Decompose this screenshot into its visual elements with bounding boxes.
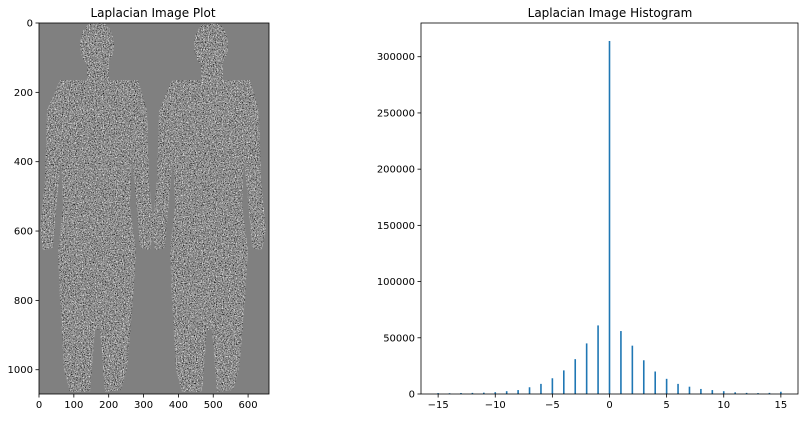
histogram-bar xyxy=(585,343,588,394)
histogram-bar xyxy=(757,393,759,394)
histogram-bar xyxy=(574,359,577,394)
histogram-bar xyxy=(483,392,485,394)
histogram-bars xyxy=(437,40,782,394)
histogram-y-ticks: 0 50000 100000 150000 200000 250000 300000 xyxy=(377,52,421,401)
histogram-bar xyxy=(665,378,668,394)
histogram-bar xyxy=(437,393,439,394)
image-title: Laplacian Image Plot xyxy=(90,6,215,20)
histogram-y-tick-label: 250000 xyxy=(377,108,415,119)
histogram-x-tick-label: 5 xyxy=(663,400,669,411)
image-y-tick-label: 1000 xyxy=(8,365,33,376)
histogram-bar xyxy=(528,387,531,394)
histogram-bar xyxy=(505,391,508,394)
histogram-bar xyxy=(745,392,748,394)
histogram-bar xyxy=(540,383,542,394)
histogram-bar xyxy=(494,392,497,394)
histogram-x-tick-label: 15 xyxy=(774,400,787,411)
histogram-bar xyxy=(734,392,736,394)
histogram-x-tick-label: 10 xyxy=(717,400,730,411)
histogram-bar xyxy=(551,378,554,394)
image-y-tick-label: 600 xyxy=(14,227,33,238)
histogram-x-tick-label: 0 xyxy=(606,400,612,411)
histogram-y-tick-label: 150000 xyxy=(377,221,415,232)
image-y-tick-label: 800 xyxy=(14,296,33,307)
image-x-tick-label: 400 xyxy=(169,400,188,411)
histogram-bar xyxy=(517,390,519,394)
image-x-tick-label: 500 xyxy=(204,400,223,411)
histogram-bar xyxy=(688,386,691,394)
histogram-bar xyxy=(654,371,656,394)
image-frame xyxy=(38,22,270,395)
histogram-bar xyxy=(722,391,725,394)
histogram-bar xyxy=(597,325,599,394)
histogram-x-tick-label: −15 xyxy=(428,400,449,411)
image-x-tick-label: 600 xyxy=(239,400,258,411)
histogram-x-tick-label: −5 xyxy=(545,400,560,411)
image-x-tick-label: 300 xyxy=(134,400,153,411)
image-y-ticks: 0 200 400 600 800 1000 xyxy=(8,19,39,376)
image-x-tick-label: 200 xyxy=(99,400,118,411)
histogram-y-tick-label: 100000 xyxy=(377,277,415,288)
histogram-y-tick-label: 0 xyxy=(409,390,415,401)
image-x-ticks: 0 100 200 300 400 500 600 xyxy=(36,394,258,411)
histogram-y-tick-label: 50000 xyxy=(383,333,415,344)
histogram-bar xyxy=(631,345,634,394)
histogram-bar xyxy=(711,390,714,394)
histogram-bar xyxy=(460,392,462,394)
histogram-bar xyxy=(471,392,474,394)
histogram-bar xyxy=(780,391,782,394)
histogram-bar xyxy=(608,40,611,394)
image-x-tick-label: 100 xyxy=(64,400,83,411)
histogram-bar xyxy=(620,331,622,394)
histogram-bar xyxy=(768,392,771,394)
histogram-y-tick-label: 300000 xyxy=(377,52,415,63)
histogram-bar xyxy=(677,383,679,394)
histogram-bar xyxy=(700,388,702,394)
image-y-tick-label: 400 xyxy=(14,157,33,168)
image-x-tick-label: 0 xyxy=(36,400,42,411)
histogram-y-tick-label: 200000 xyxy=(377,165,415,176)
histogram-axes: Laplacian Image Histogram −15 −10 −5 0 5 10 15… xyxy=(377,6,799,411)
image-axes: Laplacian Image Plot 0 100 200 300 400 500 600… xyxy=(8,6,270,411)
histogram-bar xyxy=(642,360,645,394)
histogram-bar xyxy=(563,370,565,394)
histogram-x-tick-label: −10 xyxy=(485,400,506,411)
histogram-x-ticks: −15 −10 −5 0 5 10 15 xyxy=(428,394,787,411)
histogram-title: Laplacian Image Histogram xyxy=(528,6,693,20)
image-y-tick-label: 200 xyxy=(14,88,33,99)
image-y-tick-label: 0 xyxy=(27,19,33,30)
